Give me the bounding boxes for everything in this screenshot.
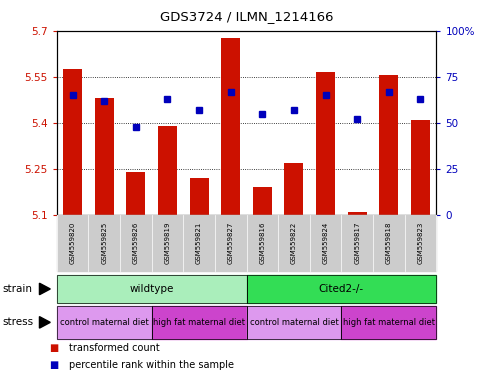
Bar — [189, 178, 209, 215]
Bar — [316, 72, 335, 215]
Text: GSM559823: GSM559823 — [418, 222, 423, 264]
Bar — [126, 172, 145, 215]
Bar — [221, 38, 240, 215]
Text: percentile rank within the sample: percentile rank within the sample — [69, 360, 234, 370]
Bar — [253, 187, 272, 215]
Bar — [63, 69, 82, 215]
Text: GSM559824: GSM559824 — [322, 222, 329, 264]
Text: GSM559822: GSM559822 — [291, 222, 297, 264]
Bar — [411, 120, 430, 215]
Text: GDS3724 / ILMN_1214166: GDS3724 / ILMN_1214166 — [160, 10, 333, 23]
Text: transformed count: transformed count — [69, 343, 160, 353]
Text: Cited2-/-: Cited2-/- — [319, 284, 364, 294]
Text: high fat maternal diet: high fat maternal diet — [343, 318, 435, 327]
Bar — [95, 98, 113, 215]
Text: high fat maternal diet: high fat maternal diet — [153, 318, 245, 327]
Text: GSM559821: GSM559821 — [196, 222, 202, 264]
Text: GSM559820: GSM559820 — [70, 222, 75, 264]
Text: control maternal diet: control maternal diet — [60, 318, 148, 327]
Text: ■: ■ — [49, 360, 59, 370]
Text: GSM559825: GSM559825 — [101, 222, 107, 264]
Bar — [158, 126, 177, 215]
Bar — [284, 163, 304, 215]
Text: control maternal diet: control maternal diet — [249, 318, 338, 327]
Text: GSM559819: GSM559819 — [164, 222, 171, 264]
Text: stress: stress — [2, 317, 34, 328]
Text: strain: strain — [2, 284, 33, 294]
Text: GSM559827: GSM559827 — [228, 222, 234, 264]
Text: GSM559817: GSM559817 — [354, 222, 360, 264]
Text: GSM559816: GSM559816 — [259, 222, 265, 264]
Text: wildtype: wildtype — [129, 284, 174, 294]
Text: GSM559826: GSM559826 — [133, 222, 139, 264]
Bar — [380, 75, 398, 215]
Text: GSM559818: GSM559818 — [386, 222, 392, 264]
Text: ■: ■ — [49, 343, 59, 353]
Bar — [348, 212, 367, 215]
